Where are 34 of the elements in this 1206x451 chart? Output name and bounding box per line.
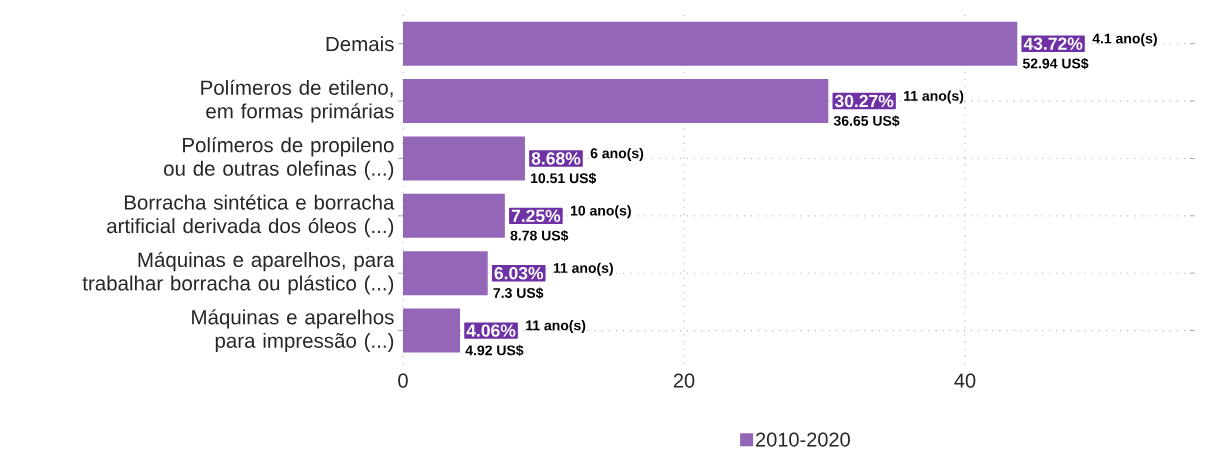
bar [403, 21, 1018, 66]
data-label: 7.25% [511, 209, 561, 223]
annotation: 6 ano(s) [590, 147, 644, 161]
data-label: 6.03% [494, 267, 544, 280]
annotation: 4.1 ano(s) [1092, 33, 1157, 47]
annotation: 11 ano(s) [553, 262, 613, 276]
annotation: 10.51 US$ [531, 172, 597, 185]
x-tick-label: 40 [954, 373, 976, 388]
legend-label: 2010-2020 [756, 432, 850, 447]
annotation: 11 ano(s) [526, 320, 586, 334]
bar [403, 308, 461, 353]
y-tick-label: Máquinas e aparelhos, para trabalhar borracha ou plástico (...) [82, 251, 395, 295]
y-tick-label: Demais [326, 36, 394, 52]
annotation: 7.3 US$ [493, 287, 544, 299]
data-label: 43.72% [1023, 37, 1083, 50]
annotation: 4.92 US$ [465, 344, 524, 357]
y-tick-label: Polímeros de propileno ou de outras olefinas (...) [164, 137, 394, 180]
bar [403, 136, 525, 181]
data-label: 30.27% [834, 94, 894, 108]
y-tick-label: Polímeros de etileno, em formas primárias [201, 79, 394, 123]
bar [403, 251, 488, 296]
annotation: 11 ano(s) [904, 90, 964, 104]
data-label: 8.68% [531, 152, 581, 165]
y-tick-label: Máquinas e aparelhos para impressão (...) [192, 309, 394, 352]
bar [403, 193, 505, 238]
annotation: 52.94 US$ [1022, 57, 1089, 70]
annotation: 10 ano(s) [570, 205, 631, 219]
data-label: 4.06% [466, 324, 516, 337]
annotation: 36.65 US$ [833, 115, 900, 127]
x-tick-label: 20 [673, 373, 695, 388]
y-tick-label: Borracha sintética e borracha artificial derivada dos óleos (...) [107, 194, 395, 238]
x-tick-label: 0 [398, 373, 408, 388]
bar [403, 79, 829, 124]
annotation: 8.78 US$ [510, 230, 569, 242]
